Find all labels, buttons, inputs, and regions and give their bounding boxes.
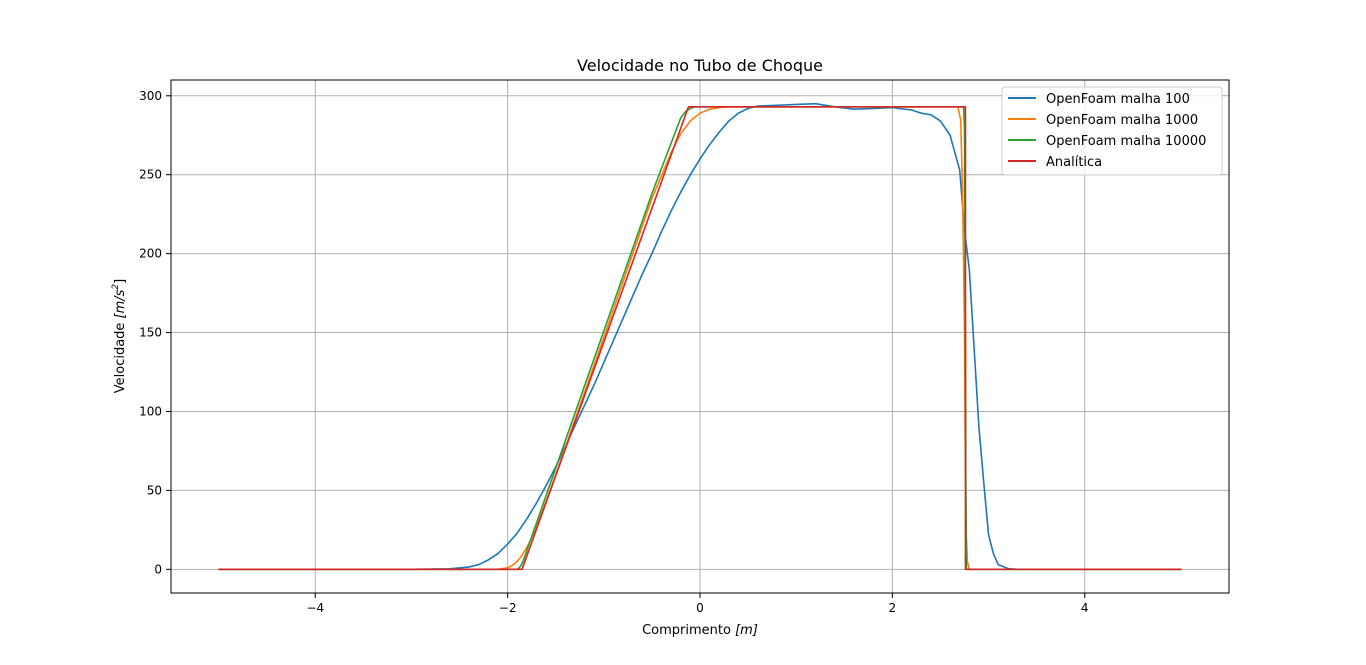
x-tick-label: 2 xyxy=(889,601,897,615)
x-tick-label: 0 xyxy=(696,601,704,615)
series-line-1 xyxy=(218,102,1182,571)
y-axis-label-exp: 2 xyxy=(111,284,121,290)
axis-ticks: −4 −2 0 2 4 0 50 100 150 200 250 300 xyxy=(139,89,1088,615)
legend-item: OpenFoam malha 100 xyxy=(1008,92,1190,107)
legend-label: OpenFoam malha 1000 xyxy=(1046,113,1198,128)
y-tick-label: 0 xyxy=(154,562,162,576)
x-tick-label: 4 xyxy=(1081,601,1089,615)
y-tick-label: 300 xyxy=(139,89,162,103)
legend-box xyxy=(1001,86,1223,176)
legend-item: OpenFoam malha 1000 xyxy=(1008,113,1198,128)
y-tick-label: 50 xyxy=(147,483,162,497)
x-axis-label-unit: [m] xyxy=(735,623,758,638)
y-tick-label: 250 xyxy=(139,168,162,182)
x-tick-label: −2 xyxy=(499,601,517,615)
y-tick-label: 150 xyxy=(139,326,162,340)
plot-series xyxy=(218,102,1182,571)
x-axis-label-main: Comprimento xyxy=(642,623,735,638)
chart-title: Velocidade no Tubo de Choque xyxy=(577,56,823,75)
y-axis-label-main: Velocidade xyxy=(113,318,128,393)
legend-label: OpenFoam malha 100 xyxy=(1046,92,1190,107)
legend-label: OpenFoam malha 10000 xyxy=(1046,134,1206,149)
y-tick-label: 100 xyxy=(139,404,162,418)
legend: OpenFoam malha 100 OpenFoam malha 1000 O… xyxy=(1001,86,1223,176)
legend-item: OpenFoam malha 10000 xyxy=(1008,134,1206,149)
y-axis-label-close: ] xyxy=(113,279,128,284)
legend-label: Analítica xyxy=(1046,155,1102,170)
y-tick-label: 200 xyxy=(139,247,162,261)
y-axis-label-unit: [m/s xyxy=(113,289,128,318)
y-axis-label: Velocidade [m/s2] xyxy=(111,279,128,394)
series-line-4 xyxy=(218,106,1182,571)
legend-item: Analítica xyxy=(1008,155,1102,170)
x-tick-label: −4 xyxy=(306,601,324,615)
x-axis-label: Comprimento [m] xyxy=(642,623,758,638)
